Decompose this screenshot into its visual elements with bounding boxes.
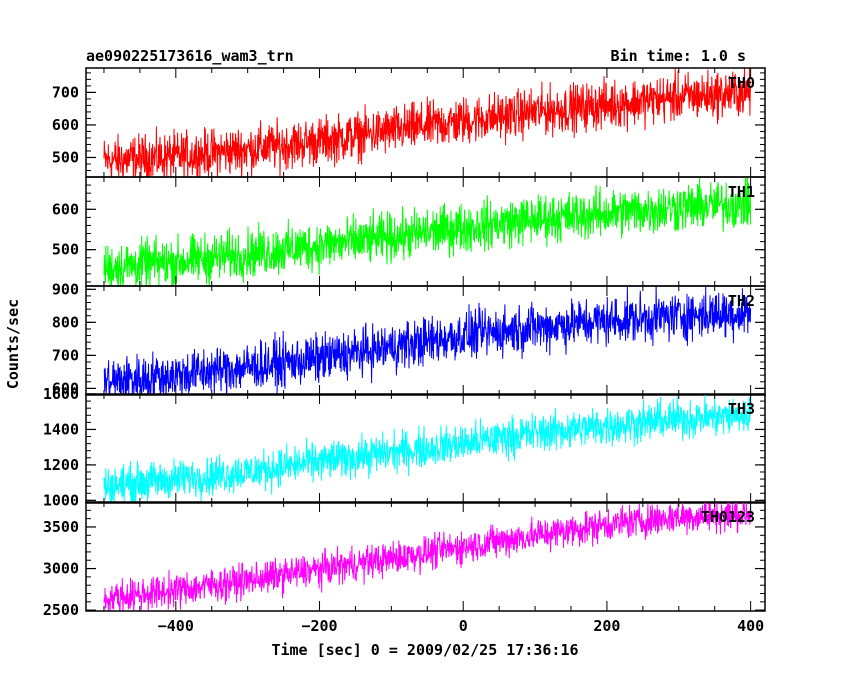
y-tick-label: 3000 bbox=[43, 560, 79, 578]
panel-th2: 600 700 800 900 TH2 bbox=[52, 280, 766, 397]
panels-group: 500 600 700 TH0 500 600 TH1 600 700 800 900 TH2 1000… bbox=[43, 67, 766, 619]
y-tick-label: 600 bbox=[52, 116, 79, 134]
y-axis-label: Counts/sec bbox=[4, 299, 22, 389]
y-tick-label: 1000 bbox=[43, 491, 79, 509]
y-tick-label: 500 bbox=[52, 148, 79, 166]
y-tick-label: 3500 bbox=[43, 518, 79, 536]
observation-title: ae090225173616_wam3_trn bbox=[86, 47, 294, 65]
y-tick-label: 500 bbox=[52, 241, 79, 259]
y-tick-label: 1600 bbox=[43, 385, 79, 403]
y-tick-label: 700 bbox=[52, 346, 79, 364]
y-tick-label: 900 bbox=[52, 280, 79, 298]
series-label-th0: TH0 bbox=[728, 74, 755, 92]
series-line-th2 bbox=[103, 286, 752, 395]
x-tick-label: −200 bbox=[301, 617, 337, 635]
series-line-th0123 bbox=[103, 502, 752, 611]
series-label-th2: TH2 bbox=[728, 292, 755, 310]
y-tick-label: 600 bbox=[52, 379, 79, 397]
y-tick-label: 1200 bbox=[43, 456, 79, 474]
x-tick-label: 400 bbox=[737, 617, 764, 635]
x-tick-label: 200 bbox=[593, 617, 620, 635]
y-tick-label: 600 bbox=[52, 200, 79, 218]
series-line-th0 bbox=[103, 68, 752, 177]
series-label-th0123: TH0123 bbox=[701, 508, 755, 526]
y-tick-label: 2500 bbox=[43, 601, 79, 619]
panel-th3: 1000 1200 1400 1600 TH3 bbox=[43, 385, 766, 509]
x-axis: −400 −200 0 200 400 bbox=[158, 617, 764, 635]
panel-frame bbox=[85, 285, 766, 396]
panel-frame bbox=[85, 393, 766, 504]
y-tick-label: 800 bbox=[52, 313, 79, 331]
panel-frame bbox=[85, 501, 766, 612]
y-tick-label: 1400 bbox=[43, 420, 79, 438]
panel-th0123: 2500 3000 3500 TH0123 bbox=[43, 501, 766, 619]
bin-time-label: Bin time: 1.0 s bbox=[611, 47, 746, 65]
x-axis-label: Time [sec] 0 = 2009/02/25 17:36:16 bbox=[271, 641, 578, 659]
series-label-th3: TH3 bbox=[728, 400, 755, 418]
y-tick-label: 700 bbox=[52, 83, 79, 101]
series-label-th1: TH1 bbox=[728, 183, 755, 201]
x-tick-label: −400 bbox=[158, 617, 194, 635]
series-line-th3 bbox=[103, 394, 752, 503]
series-line-th1 bbox=[103, 177, 752, 286]
x-tick-label: 0 bbox=[459, 617, 468, 635]
